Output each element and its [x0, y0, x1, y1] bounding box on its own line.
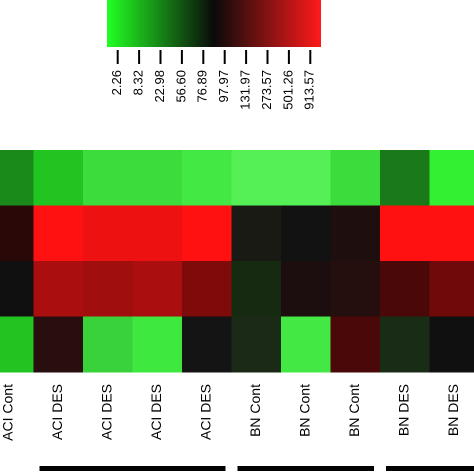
- heatmap-cell: [182, 316, 232, 373]
- group-bar: [386, 466, 474, 471]
- heatmap-cell: [33, 261, 84, 317]
- heatmap-cell: [429, 150, 474, 206]
- group-bar: [39, 466, 226, 471]
- column-label: ACI DES: [49, 384, 65, 440]
- heatmap-cell: [281, 316, 331, 373]
- heatmap-cell: [330, 150, 381, 206]
- column-label: ACI DES: [148, 384, 164, 440]
- heatmap-cell: [429, 316, 474, 373]
- heatmap-cell: [33, 150, 84, 206]
- column-label: BN Cont: [296, 384, 312, 437]
- heatmap-cell: [182, 150, 232, 206]
- heatmap-cell: [281, 261, 331, 317]
- heatmap-cell: [182, 205, 232, 262]
- heatmap-cell: [33, 205, 84, 262]
- heatmap-cell: [429, 205, 474, 262]
- heatmap-cell: [281, 150, 331, 206]
- heatmap-cell: [182, 261, 232, 317]
- heatmap-cell: [330, 316, 381, 373]
- column-label: ACI DES: [98, 384, 114, 440]
- heatmap-cell: [0, 150, 34, 206]
- heatmap-cell: [0, 261, 34, 317]
- heatmap-cell: [380, 150, 430, 206]
- heatmap-cell: [0, 205, 34, 262]
- legend-tick-label: 76.89: [195, 70, 210, 103]
- heatmap-cell: [132, 261, 183, 317]
- heatmap-cell: [380, 205, 430, 262]
- column-label: BN DES: [395, 384, 411, 436]
- legend-ticks: 2.26 8.32 22.98 56.60 76.89 97.97 131.97 273.57…: [109, 50, 317, 110]
- legend-tick-label: 8.32: [131, 70, 146, 95]
- heatmap-cell: [132, 316, 183, 373]
- heatmap-cell: [380, 316, 430, 373]
- legend-tick-label: 913.57: [302, 70, 317, 110]
- group-bars: [39, 466, 474, 471]
- legend-tick-label: 2.26: [109, 70, 124, 95]
- heatmap-cell: [132, 205, 183, 262]
- heatmap-cell: [330, 205, 381, 262]
- legend-tick-label: 273.57: [259, 70, 274, 110]
- legend-gradient-bar: [107, 0, 321, 47]
- heatmap-cell: [83, 205, 133, 262]
- column-label: BN DES: [445, 384, 461, 436]
- column-label: ACI Cont: [0, 384, 15, 441]
- heatmap-cell: [83, 150, 133, 206]
- heatmap-cell: [0, 316, 34, 373]
- heatmap-cell: [132, 150, 183, 206]
- group-bar: [237, 466, 374, 471]
- heatmap-cell: [281, 205, 331, 262]
- heatmap-cell: [83, 316, 133, 373]
- heatmap-cell: [231, 316, 282, 373]
- column-label: ACI DES: [197, 384, 213, 440]
- legend-tick-label: 501.26: [280, 70, 295, 110]
- column-label: BN Cont: [247, 384, 263, 437]
- legend-tick-label: 22.98: [152, 70, 167, 103]
- color-legend: 2.26 8.32 22.98 56.60 76.89 97.97 131.97 273.57…: [107, 0, 321, 110]
- heatmap-cell: [83, 261, 133, 317]
- heatmap-cell: [330, 261, 381, 317]
- heatmap-grid: [0, 150, 474, 373]
- legend-tick-label: 56.60: [173, 70, 188, 103]
- heatmap-cell: [231, 150, 282, 206]
- column-labels: ACI Cont ACI DES ACI DES ACI DES ACI DES BN C…: [0, 384, 461, 441]
- heatmap-cell: [429, 261, 474, 317]
- column-label: BN Cont: [346, 384, 362, 437]
- legend-tick-label: 131.97: [238, 70, 253, 110]
- heatmap-cell: [231, 205, 282, 262]
- heatmap-cell: [231, 261, 282, 317]
- heatmap-cell: [380, 261, 430, 317]
- legend-tick-label: 97.97: [216, 70, 231, 103]
- heatmap-cell: [33, 316, 84, 373]
